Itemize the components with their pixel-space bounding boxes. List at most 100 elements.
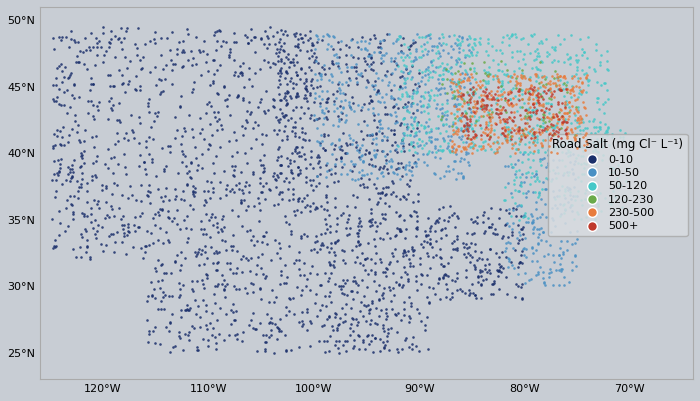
Point <box>522 100 533 106</box>
Point <box>398 306 409 312</box>
Point <box>217 281 228 287</box>
Point <box>273 84 284 90</box>
Point <box>348 108 359 114</box>
Point <box>337 342 349 348</box>
Point <box>588 124 599 130</box>
Point <box>537 82 548 88</box>
Point <box>510 130 522 136</box>
Point <box>269 202 280 209</box>
Point <box>454 93 466 99</box>
Point <box>556 99 568 106</box>
Point <box>234 69 245 76</box>
Point <box>435 227 447 233</box>
Point <box>295 104 306 110</box>
Point <box>553 267 564 273</box>
Point <box>342 150 353 156</box>
Point <box>195 71 206 78</box>
Point <box>389 55 400 61</box>
Point <box>527 258 538 264</box>
Point <box>279 213 290 219</box>
Point <box>526 174 537 181</box>
Point <box>231 137 242 143</box>
Point <box>545 103 557 109</box>
Point <box>355 38 366 45</box>
Point <box>82 179 93 186</box>
Point <box>451 233 462 239</box>
Point <box>497 50 508 57</box>
Point <box>430 105 441 111</box>
Point <box>563 172 574 178</box>
Point <box>559 109 570 116</box>
Point <box>358 158 369 165</box>
Point <box>336 146 347 153</box>
Point <box>253 218 264 225</box>
Point <box>222 96 233 103</box>
Point <box>76 153 87 160</box>
Point <box>550 122 561 129</box>
Point <box>119 135 130 142</box>
Point <box>404 344 415 350</box>
Point <box>532 270 543 277</box>
Point <box>465 121 476 128</box>
Point <box>322 95 333 102</box>
Point <box>528 149 539 156</box>
Point <box>524 277 535 284</box>
Point <box>328 249 339 255</box>
Point <box>408 334 419 341</box>
Point <box>293 195 304 202</box>
Point <box>211 127 223 134</box>
Point <box>514 112 526 118</box>
Point <box>302 232 313 239</box>
Point <box>518 212 529 218</box>
Point <box>332 325 343 331</box>
Point <box>424 93 435 99</box>
Point <box>461 125 472 131</box>
Point <box>393 36 404 43</box>
Point <box>265 318 276 325</box>
Point <box>560 131 571 137</box>
Point <box>387 104 398 111</box>
Point <box>433 48 444 55</box>
Point <box>397 137 408 143</box>
Point <box>400 269 411 275</box>
Point <box>564 186 575 192</box>
Point <box>416 137 428 144</box>
Point <box>279 60 290 66</box>
Point <box>79 127 90 134</box>
Point <box>407 139 419 146</box>
Point <box>344 211 355 218</box>
Point <box>304 342 316 349</box>
Point <box>151 112 162 119</box>
Point <box>391 101 402 107</box>
Point <box>429 220 440 227</box>
Point <box>326 140 337 146</box>
Point <box>228 30 239 36</box>
Point <box>341 42 352 49</box>
Point <box>365 321 376 327</box>
Point <box>198 202 209 208</box>
Point <box>598 79 610 86</box>
Point <box>216 43 227 49</box>
Point <box>374 99 385 105</box>
Point <box>146 124 157 130</box>
Point <box>294 170 305 176</box>
Point <box>507 133 518 139</box>
Point <box>548 130 559 136</box>
Point <box>469 75 480 82</box>
Point <box>561 169 573 175</box>
Point <box>48 131 59 137</box>
Point <box>332 104 343 111</box>
Point <box>405 50 416 56</box>
Point <box>449 149 461 156</box>
Point <box>353 230 364 237</box>
Point <box>122 137 133 144</box>
Point <box>387 95 398 101</box>
Point <box>320 174 331 180</box>
Point <box>426 138 437 144</box>
Point <box>461 109 472 116</box>
Point <box>572 211 583 217</box>
Point <box>397 164 408 170</box>
Point <box>314 180 325 186</box>
Point <box>482 36 493 43</box>
Point <box>206 103 217 109</box>
